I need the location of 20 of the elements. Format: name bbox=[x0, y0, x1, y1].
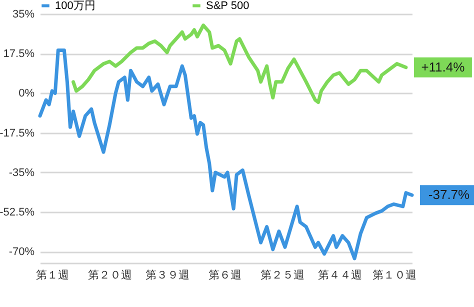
y-tick-label: 17.5% bbox=[3, 48, 35, 60]
x-tick-label: 第１０週 bbox=[372, 270, 416, 282]
text: +11.4% bbox=[421, 59, 466, 74]
y-tick-label: -52.5% bbox=[0, 206, 35, 219]
x-tick-label: 第４４週 bbox=[318, 270, 362, 282]
line-series bbox=[38, 48, 414, 260]
x-tick-label: 第１週 bbox=[36, 270, 70, 282]
y-tick-label: -17.5% bbox=[0, 127, 35, 140]
y-tick-label: -35% bbox=[8, 166, 35, 179]
y-tick-label: -70% bbox=[8, 246, 35, 258]
x-tick-label: 第３９週 bbox=[146, 270, 190, 282]
x-tick-label: 第６週 bbox=[208, 270, 242, 282]
line-series bbox=[72, 24, 408, 104]
y-tick-label: 35% bbox=[12, 8, 35, 20]
legend-label: S&P 500 bbox=[206, 0, 250, 12]
y-tick-label: 0% bbox=[18, 88, 35, 100]
legend-label: 100万円 bbox=[55, 0, 96, 12]
x-tick-label: 第２５週 bbox=[260, 270, 304, 282]
x-tick-label: 第２０週 bbox=[88, 270, 132, 282]
text: -37.7% bbox=[428, 187, 470, 202]
